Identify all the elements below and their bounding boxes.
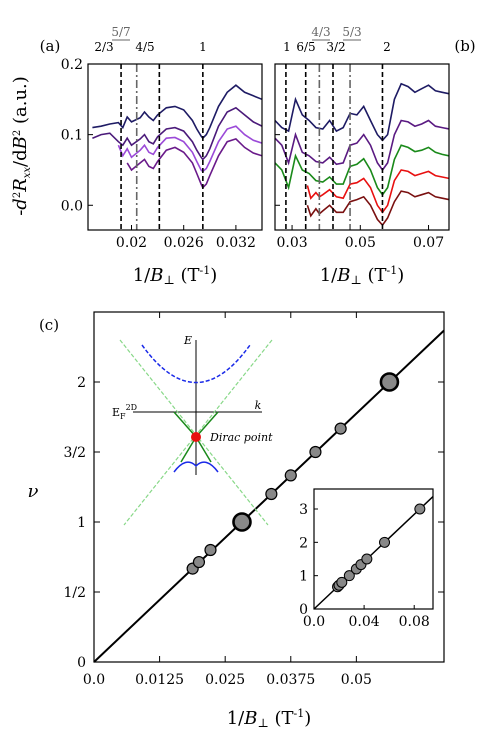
inset-y-tick-label: 0: [299, 602, 308, 618]
y-tick-label: 0.1: [61, 128, 83, 144]
series-line-2: [275, 144, 449, 197]
series-line-4: [306, 190, 449, 227]
x-axis-title-b: 1/B⊥ (T-1): [320, 264, 405, 287]
inset-point: [379, 536, 391, 548]
marker-label: 6/5: [296, 40, 315, 54]
y-tick-label: 0: [77, 655, 86, 671]
x-axis-title-a: 1/B⊥ (T-1): [133, 264, 218, 287]
marker-label: 2: [383, 40, 391, 54]
inset-x-tick-label: 0.04: [349, 614, 380, 630]
series-line-3: [126, 137, 262, 189]
x-tick-label: 0.0375: [266, 672, 315, 688]
inset-y-tick-label: 2: [299, 535, 308, 551]
cone-dash: [119, 339, 269, 526]
x-axis-title-c: 1/B⊥ (T-1): [227, 707, 312, 730]
marker-label: 1: [199, 40, 207, 54]
y-axis-title-a: -d2Rxx/dB2 (a.u.): [10, 76, 33, 216]
data-point: [192, 555, 206, 569]
data-point: [284, 469, 297, 482]
series-line-1: [275, 119, 449, 172]
bulk-band-lower: [173, 461, 219, 473]
series-line-0: [275, 82, 449, 142]
plot-frame: [93, 311, 445, 663]
k-label: k: [255, 399, 262, 412]
x-tick-label: 0.02: [116, 235, 147, 251]
panel-b: 0.03 0.05 0.07: [274, 63, 450, 251]
marker-label: 5/7: [111, 25, 130, 39]
dirac-point-label: Dirac point: [209, 431, 273, 444]
x-tick-label: 0.0: [83, 672, 105, 688]
y-tick-label: 0.2: [61, 57, 83, 73]
data-point: [309, 445, 322, 459]
series-line-2: [117, 125, 262, 173]
series-line-0: [92, 84, 262, 140]
panel-label-b: (b): [454, 37, 475, 55]
panel-label-a: (a): [40, 37, 61, 55]
energy-label: E: [183, 334, 192, 347]
marker-label: 4/3: [311, 25, 330, 39]
data-point: [232, 512, 252, 532]
inset-point: [336, 576, 348, 588]
panel-a: 0.02 0.026 0.032 0.0 0.1 0.2: [61, 57, 263, 251]
inset-x-tick-label: 0.0: [303, 614, 325, 630]
x-tick-label: 0.05: [341, 672, 372, 688]
cone-solid: [173, 411, 197, 438]
x-tick-label: 0.032: [216, 235, 256, 251]
data-point: [334, 422, 347, 435]
x-tick-label: 0.05: [345, 235, 376, 251]
x-tick-label: 0.025: [205, 672, 245, 688]
marker-label: 4/5: [135, 40, 154, 54]
inset-y-tick-label: 1: [299, 569, 308, 585]
dirac-point-marker: [191, 432, 201, 442]
marker-label: 2/3: [94, 40, 113, 54]
inset-point: [414, 503, 426, 515]
bulk-band-upper: [141, 344, 251, 384]
x-tick-label: 0.07: [413, 235, 444, 251]
y-tick-label: 1/2: [63, 585, 86, 601]
inset-point: [343, 570, 355, 582]
y-tick-label: 3/2: [63, 445, 86, 461]
inset-x-tick-label: 0.08: [399, 614, 430, 630]
data-point: [379, 372, 400, 392]
plot-frame: [274, 63, 450, 231]
inset-point: [361, 553, 373, 565]
series-line-1: [92, 106, 262, 161]
marker-label: 3/2: [326, 40, 345, 54]
panel-label-c: (c): [39, 316, 59, 334]
small-inset: 0.0 0.04 0.08 0 1 2 3: [299, 488, 434, 630]
y-tick-label: 1: [77, 515, 86, 531]
panel-c: (c) 0.0 0.0125 0.025 0.0375 0.05 0 1/2 1 3/2 2 1/B⊥…: [28, 311, 445, 730]
data-point: [265, 487, 278, 501]
inset-y-tick-label: 3: [299, 502, 308, 518]
y-axis-title-c: ν: [28, 481, 39, 502]
series-line-3: [306, 169, 449, 214]
x-tick-label: 0.03: [276, 235, 307, 251]
cone-solid: [195, 411, 219, 438]
marker-label: 5/3: [342, 25, 361, 39]
data-point: [204, 543, 217, 557]
y-tick-label: 0.0: [61, 198, 83, 214]
y-tick-label: 2: [77, 375, 86, 391]
plot-frame: [87, 63, 263, 231]
marker-label: 1: [283, 40, 291, 54]
x-tick-label: 0.026: [164, 235, 204, 251]
cone-dash: [123, 339, 273, 526]
x-tick-label: 0.0125: [135, 672, 184, 688]
